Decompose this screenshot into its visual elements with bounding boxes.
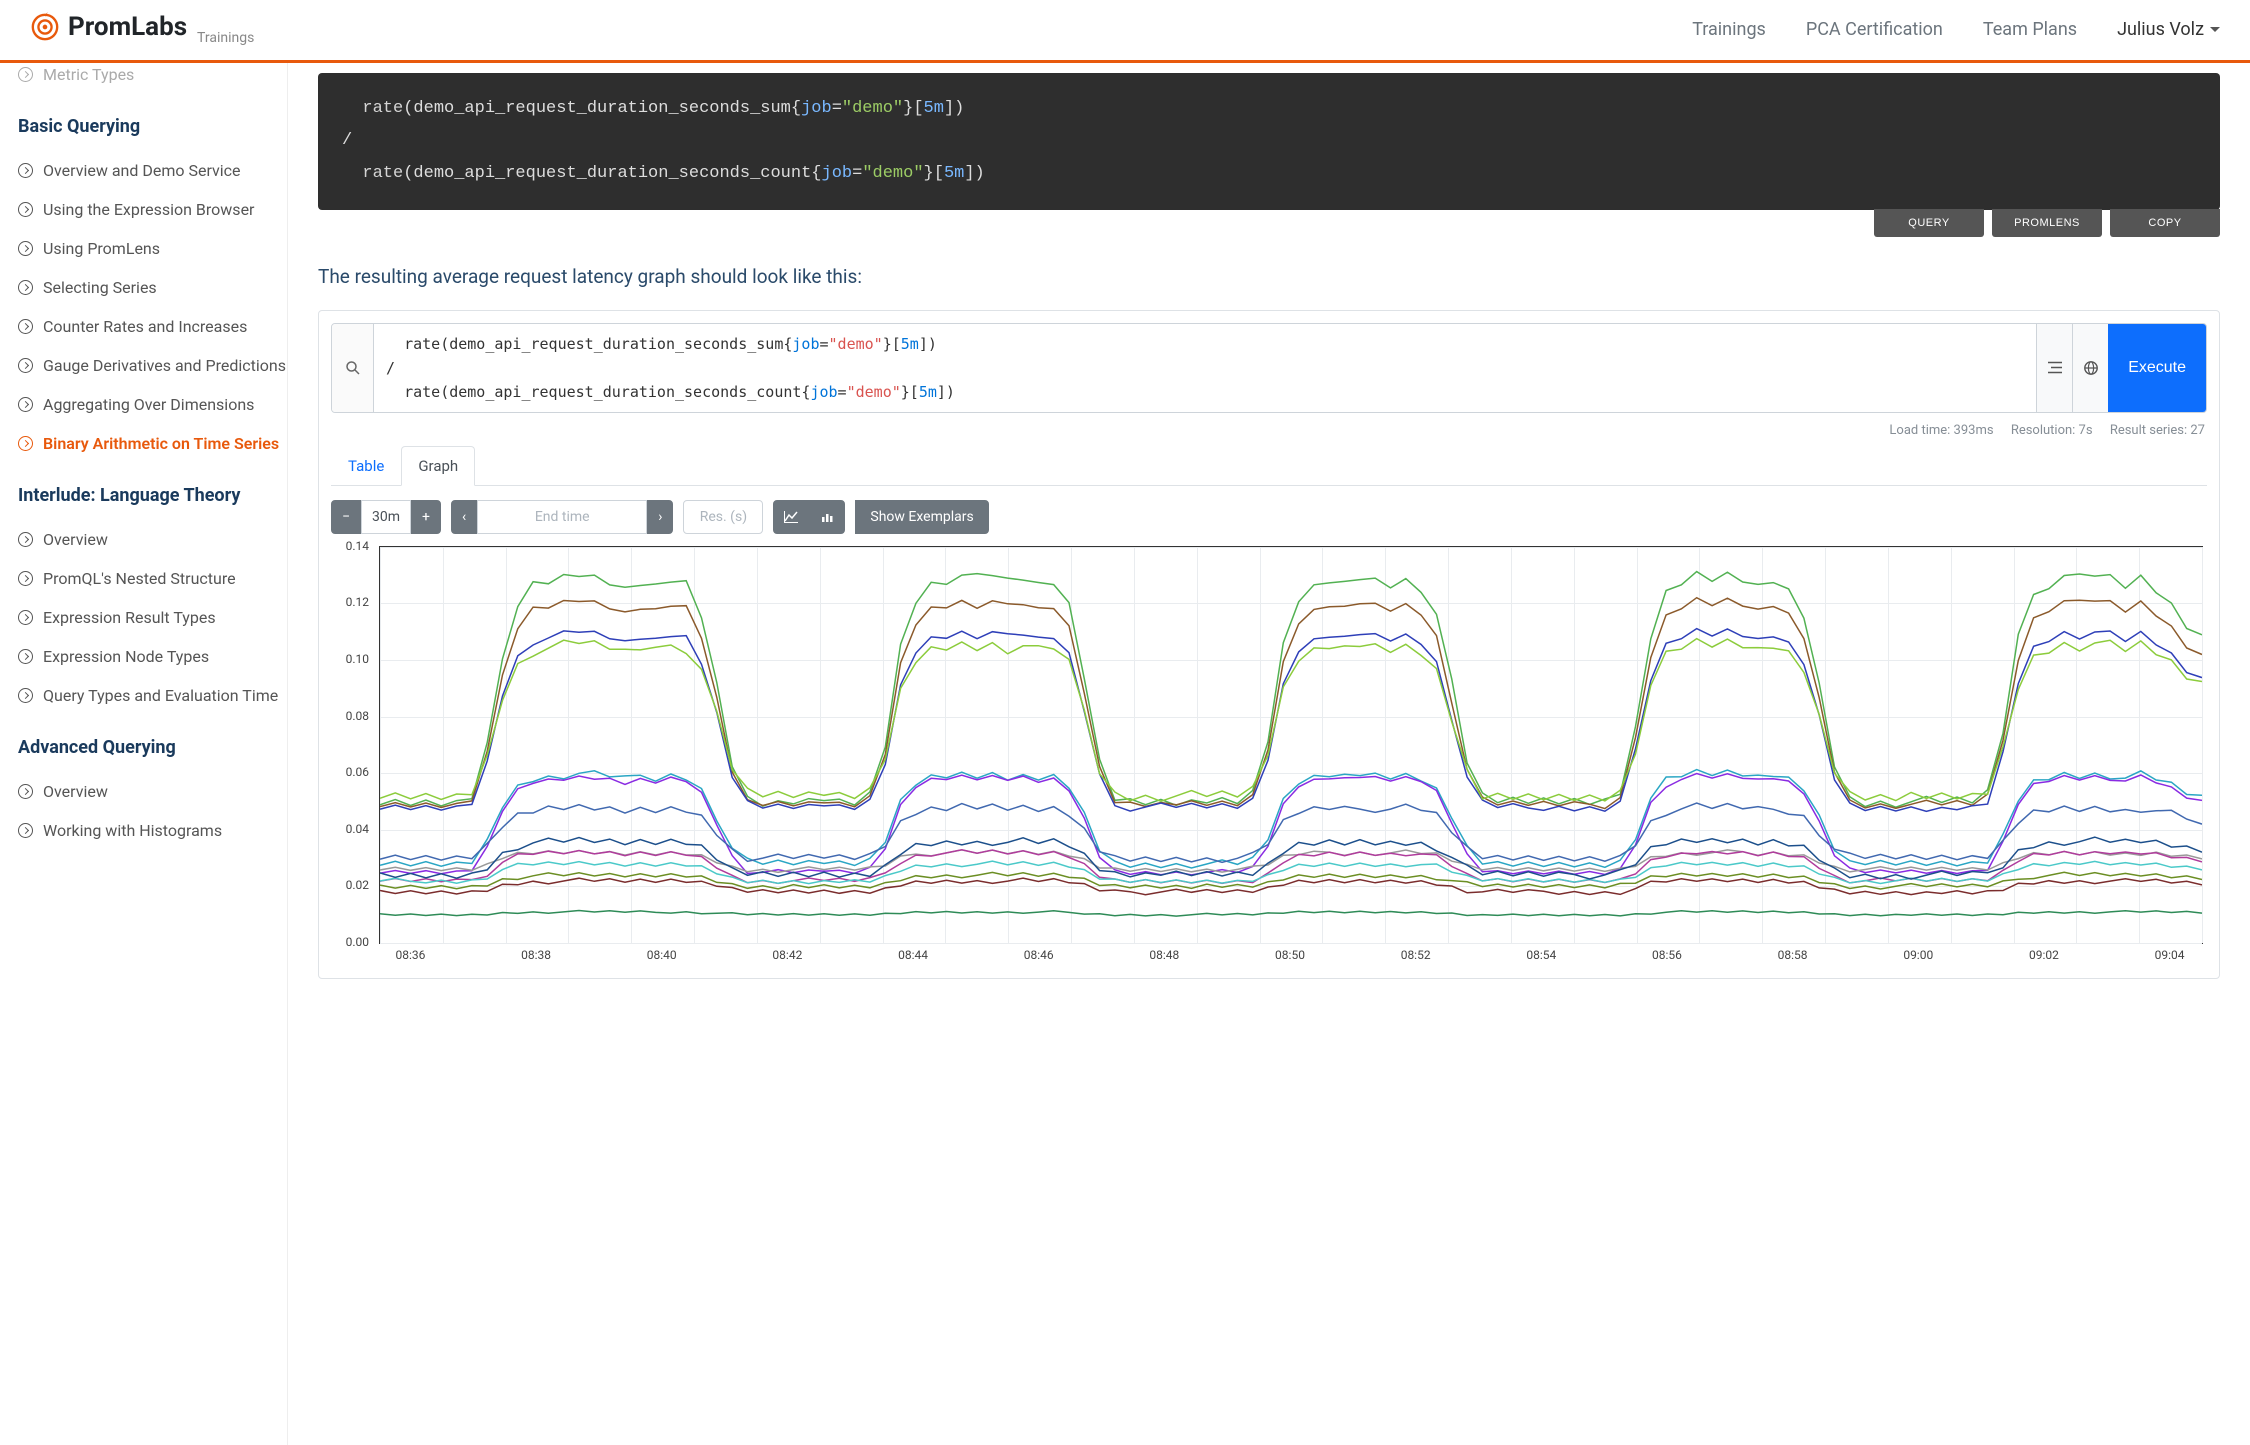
graph-tabs: Table Graph bbox=[331, 446, 2207, 486]
sidebar-item[interactable]: Gauge Derivatives and Predictions bbox=[18, 346, 287, 385]
brand-sub: Trainings bbox=[197, 30, 254, 46]
nav-team-plans[interactable]: Team Plans bbox=[1983, 19, 2077, 40]
body-text: The resulting average request latency gr… bbox=[318, 265, 2220, 288]
chevron-down-icon bbox=[2210, 27, 2220, 32]
time-prev-button[interactable]: ‹ bbox=[451, 500, 477, 534]
sidebar-item[interactable]: Overview and Demo Service bbox=[18, 151, 287, 190]
code-block: rate(demo_api_request_duration_seconds_s… bbox=[318, 73, 2220, 210]
chevron-right-icon bbox=[18, 397, 33, 412]
tab-table[interactable]: Table bbox=[331, 446, 401, 486]
search-icon[interactable] bbox=[332, 324, 374, 412]
sidebar-item[interactable]: Overview bbox=[18, 520, 287, 559]
chevron-right-icon bbox=[18, 280, 33, 295]
sidebar-item[interactable]: Aggregating Over Dimensions bbox=[18, 385, 287, 424]
sidebar-item[interactable]: Overview bbox=[18, 772, 287, 811]
chart-line-icon[interactable] bbox=[773, 500, 809, 534]
nav-trainings[interactable]: Trainings bbox=[1692, 19, 1766, 40]
chevron-right-icon bbox=[18, 823, 33, 838]
sidebar-section-title: Interlude: Language Theory bbox=[18, 485, 287, 506]
top-nav: Trainings PCA Certification Team Plans J… bbox=[1692, 19, 2220, 40]
promlabs-logo-icon bbox=[30, 12, 60, 42]
chevron-right-icon bbox=[18, 436, 33, 451]
range-plus-button[interactable]: + bbox=[411, 500, 441, 534]
range-input[interactable]: 30m bbox=[361, 500, 411, 534]
query-button[interactable]: QUERY bbox=[1874, 209, 1984, 237]
format-icon[interactable] bbox=[2036, 324, 2072, 412]
chevron-right-icon bbox=[18, 532, 33, 547]
nav-pca[interactable]: PCA Certification bbox=[1806, 19, 1943, 40]
chevron-right-icon bbox=[18, 241, 33, 256]
sidebar-item[interactable]: Metric Types bbox=[18, 63, 287, 94]
chevron-right-icon bbox=[18, 67, 33, 82]
sidebar-item[interactable]: Selecting Series bbox=[18, 268, 287, 307]
sidebar-item[interactable]: Expression Node Types bbox=[18, 637, 287, 676]
globe-icon[interactable] bbox=[2072, 324, 2108, 412]
copy-button[interactable]: COPY bbox=[2110, 209, 2220, 237]
graph-meta: Load time: 393ms Resolution: 7s Result s… bbox=[331, 423, 2205, 438]
brand-name: PromLabs bbox=[68, 12, 187, 42]
execute-button[interactable]: Execute bbox=[2108, 324, 2206, 412]
graph-controls: − 30m + ‹ End time › Res. (s) Show Exemp… bbox=[331, 500, 2207, 534]
chevron-right-icon bbox=[18, 784, 33, 799]
chevron-right-icon bbox=[18, 358, 33, 373]
end-time-input[interactable]: End time bbox=[477, 500, 647, 534]
sidebar-item[interactable]: Working with Histograms bbox=[18, 811, 287, 850]
sidebar-item[interactable]: Using the Expression Browser bbox=[18, 190, 287, 229]
sidebar-section-title: Basic Querying bbox=[18, 116, 287, 137]
expression-row: rate(demo_api_request_duration_seconds_s… bbox=[331, 323, 2207, 413]
graph-card: rate(demo_api_request_duration_seconds_s… bbox=[318, 310, 2220, 979]
topbar: PromLabs Trainings Trainings PCA Certifi… bbox=[0, 0, 2250, 63]
sidebar-item[interactable]: PromQL's Nested Structure bbox=[18, 559, 287, 598]
chevron-right-icon bbox=[18, 319, 33, 334]
chevron-right-icon bbox=[18, 688, 33, 703]
sidebar-section-title: Advanced Querying bbox=[18, 737, 287, 758]
sidebar-item[interactable]: Query Types and Evaluation Time bbox=[18, 676, 287, 715]
sidebar-item[interactable]: Counter Rates and Increases bbox=[18, 307, 287, 346]
chevron-right-icon bbox=[18, 571, 33, 586]
time-next-button[interactable]: › bbox=[647, 500, 673, 534]
exemplars-button[interactable]: Show Exemplars bbox=[855, 500, 988, 534]
range-minus-button[interactable]: − bbox=[331, 500, 361, 534]
main-content: rate(demo_api_request_duration_seconds_s… bbox=[288, 63, 2250, 1445]
resolution-input[interactable]: Res. (s) bbox=[683, 500, 763, 534]
promlens-button[interactable]: PROMLENS bbox=[1992, 209, 2102, 237]
tab-graph[interactable]: Graph bbox=[401, 446, 475, 486]
expression-input[interactable]: rate(demo_api_request_duration_seconds_s… bbox=[374, 324, 2036, 412]
sidebar-item[interactable]: Using PromLens bbox=[18, 229, 287, 268]
sidebar-item[interactable]: Binary Arithmetic on Time Series bbox=[18, 424, 287, 463]
chevron-right-icon bbox=[18, 163, 33, 178]
sidebar-item[interactable]: Expression Result Types bbox=[18, 598, 287, 637]
logo[interactable]: PromLabs Trainings bbox=[30, 12, 254, 46]
chart-stacked-icon[interactable] bbox=[809, 500, 845, 534]
nav-user[interactable]: Julius Volz bbox=[2117, 19, 2220, 40]
chart: 0.000.020.040.060.080.100.120.14 08:3608… bbox=[331, 546, 2207, 966]
chevron-right-icon bbox=[18, 202, 33, 217]
sidebar: Metric Types Basic Querying Overview and D… bbox=[0, 63, 288, 1445]
chevron-right-icon bbox=[18, 649, 33, 664]
chevron-right-icon bbox=[18, 610, 33, 625]
